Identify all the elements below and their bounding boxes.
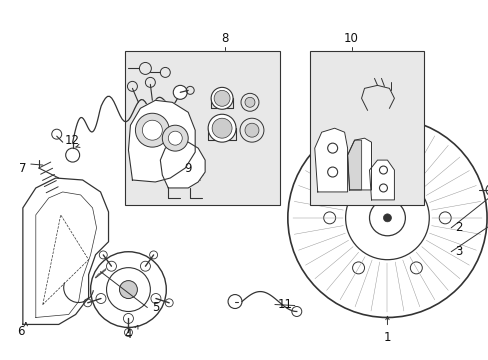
Text: 2: 2: [454, 221, 462, 234]
Circle shape: [173, 85, 187, 99]
Text: 1: 1: [383, 331, 390, 344]
Circle shape: [383, 214, 390, 222]
Text: 6: 6: [17, 325, 24, 338]
Circle shape: [214, 90, 229, 106]
Text: 10: 10: [344, 32, 358, 45]
Polygon shape: [160, 142, 205, 188]
Circle shape: [212, 118, 232, 138]
Text: 7: 7: [19, 162, 26, 175]
Circle shape: [142, 120, 162, 140]
Polygon shape: [128, 100, 195, 182]
Circle shape: [244, 123, 259, 137]
Circle shape: [168, 131, 182, 145]
Text: 3: 3: [454, 245, 462, 258]
Circle shape: [119, 280, 137, 298]
Polygon shape: [314, 128, 347, 192]
Text: 8: 8: [221, 32, 228, 45]
Text: 5: 5: [151, 301, 159, 314]
Circle shape: [162, 125, 188, 151]
Circle shape: [244, 97, 254, 107]
Polygon shape: [369, 160, 394, 200]
Text: 11: 11: [277, 298, 292, 311]
Circle shape: [65, 148, 80, 162]
Circle shape: [211, 87, 233, 109]
Polygon shape: [347, 138, 371, 190]
Bar: [125, 50, 279, 205]
Circle shape: [135, 113, 169, 147]
Circle shape: [227, 294, 242, 309]
Circle shape: [208, 114, 236, 142]
Text: 9: 9: [184, 162, 192, 175]
Polygon shape: [23, 178, 108, 324]
Text: 4: 4: [124, 328, 132, 341]
Bar: [309, 50, 424, 205]
Polygon shape: [347, 140, 361, 190]
Text: 12: 12: [65, 134, 80, 147]
